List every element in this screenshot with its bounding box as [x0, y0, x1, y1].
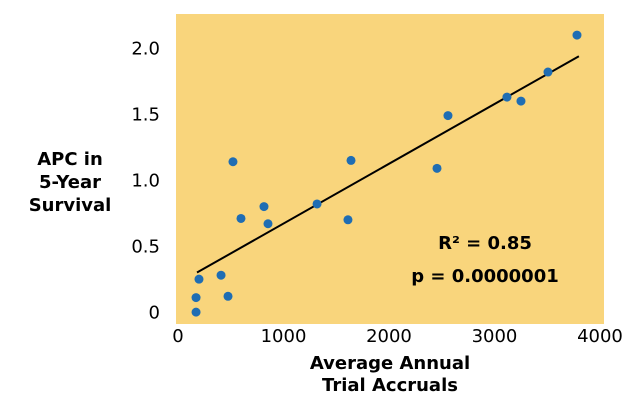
point — [223, 291, 233, 301]
point — [191, 307, 201, 317]
point — [263, 219, 273, 229]
point — [236, 213, 246, 223]
point — [502, 92, 512, 102]
x-tick-label: 2000 — [366, 326, 412, 347]
x-axis-title: Average Annual — [310, 353, 470, 374]
y-axis-title: Survival — [29, 195, 112, 216]
y-tick-label: 0.5 — [131, 236, 160, 257]
y-axis-title: 5-Year — [39, 172, 101, 193]
y-tick-label: 1.0 — [131, 171, 160, 192]
point — [259, 202, 269, 212]
point — [216, 270, 226, 280]
y-tick-label: 0 — [149, 302, 160, 323]
point — [543, 67, 553, 77]
x-tick-label: 1000 — [261, 326, 307, 347]
point — [194, 274, 204, 284]
y-axis-title: APC in — [37, 149, 103, 170]
y-tick-label: 1.5 — [131, 105, 160, 126]
point — [516, 96, 526, 106]
point — [572, 30, 582, 40]
x-axis-title: Trial Accruals — [322, 375, 458, 396]
x-tick-label: 4000 — [577, 326, 623, 347]
point — [443, 111, 453, 121]
point — [346, 155, 356, 165]
annotation: p = 0.0000001 — [411, 266, 559, 287]
fit-line — [196, 55, 580, 274]
x-tick-label: 0 — [172, 326, 183, 347]
point — [343, 215, 353, 225]
annotation: R² = 0.85 — [438, 233, 532, 254]
point — [191, 293, 201, 303]
point — [432, 163, 442, 173]
point — [312, 199, 322, 209]
plot-area — [176, 14, 604, 324]
y-tick-label: 2.0 — [131, 39, 160, 60]
point — [228, 157, 238, 167]
x-tick-label: 3000 — [472, 326, 518, 347]
